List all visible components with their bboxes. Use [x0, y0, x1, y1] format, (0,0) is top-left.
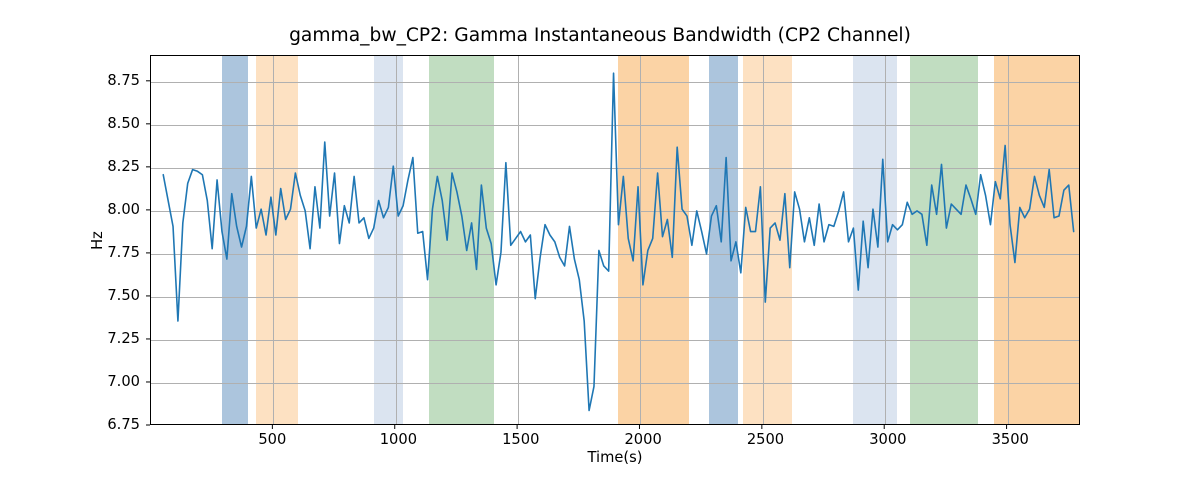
- y-tick-label: 8.75: [107, 72, 140, 89]
- y-tick-label: 8.00: [107, 201, 140, 218]
- y-tick-label: 7.50: [107, 287, 140, 304]
- y-tick-label: 6.75: [107, 416, 140, 433]
- x-tick-label: 500: [257, 431, 287, 448]
- x-tick-label: 3500: [992, 431, 1022, 448]
- y-tick-label: 7.75: [107, 244, 140, 261]
- x-tick-label: 3000: [869, 431, 899, 448]
- y-tick-label: 7.00: [107, 373, 140, 390]
- x-tick-label: 2500: [747, 431, 777, 448]
- data-line: [151, 56, 1080, 425]
- x-tick-label: 2000: [624, 431, 654, 448]
- x-tick-label: 1500: [502, 431, 532, 448]
- y-tick-label: 8.50: [107, 115, 140, 132]
- chart-title: gamma_bw_CP2: Gamma Instantaneous Bandwi…: [0, 25, 1200, 46]
- figure: gamma_bw_CP2: Gamma Instantaneous Bandwi…: [0, 0, 1200, 500]
- y-axis-label: Hz: [89, 231, 106, 250]
- y-tick-label: 8.25: [107, 158, 140, 175]
- x-axis-label: Time(s): [150, 449, 1080, 466]
- plot-area: [150, 55, 1080, 425]
- series-line: [163, 73, 1073, 410]
- y-tick-label: 7.25: [107, 330, 140, 347]
- x-tick-label: 1000: [380, 431, 410, 448]
